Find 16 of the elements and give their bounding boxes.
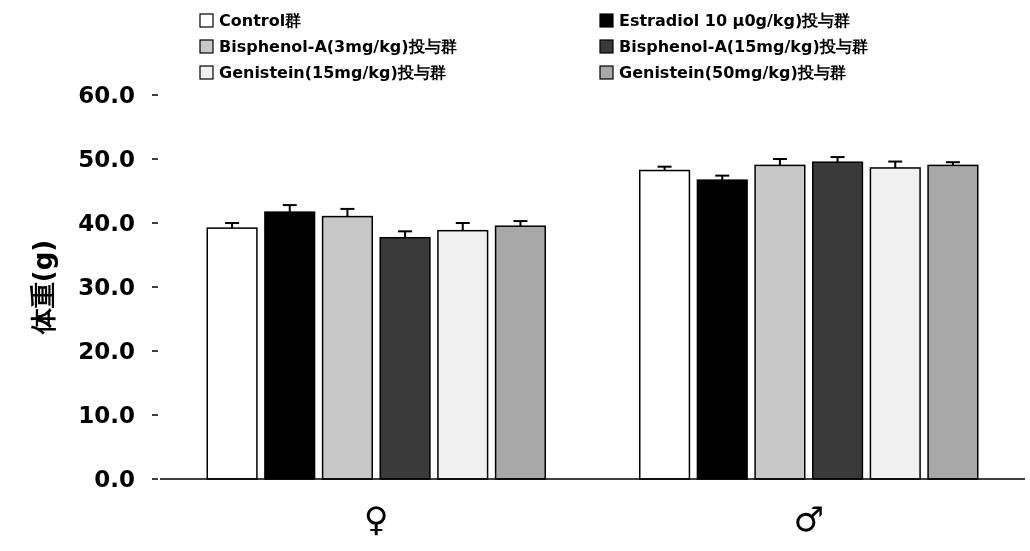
y-tick-label: 50.0 [78,146,135,172]
legend-label: Genistein(15mg/kg)投与群 [219,63,446,82]
legend-label: Bisphenol-A(15mg/kg)投与群 [619,37,868,56]
y-tick-label: 0.0 [94,466,135,492]
y-tick-label: 20.0 [78,338,135,364]
y-tick-label: 60.0 [78,82,135,108]
y-tick-label: 40.0 [78,210,135,236]
y-tick-label: 10.0 [78,402,135,428]
legend-label: Estradiol 10 μ0g/kg)投与群 [619,11,851,30]
x-tick-label: ♂ [793,499,824,539]
y-tick-label: 30.0 [78,274,135,300]
legend-label: Control群 [219,11,302,30]
y-axis-title: 体重(g) [28,239,58,336]
legend-label: Bisphenol-A(3mg/kg)投与群 [219,37,457,56]
legend-label: Genistein(50mg/kg)投与群 [619,63,846,82]
x-tick-label: ♀ [363,499,389,539]
